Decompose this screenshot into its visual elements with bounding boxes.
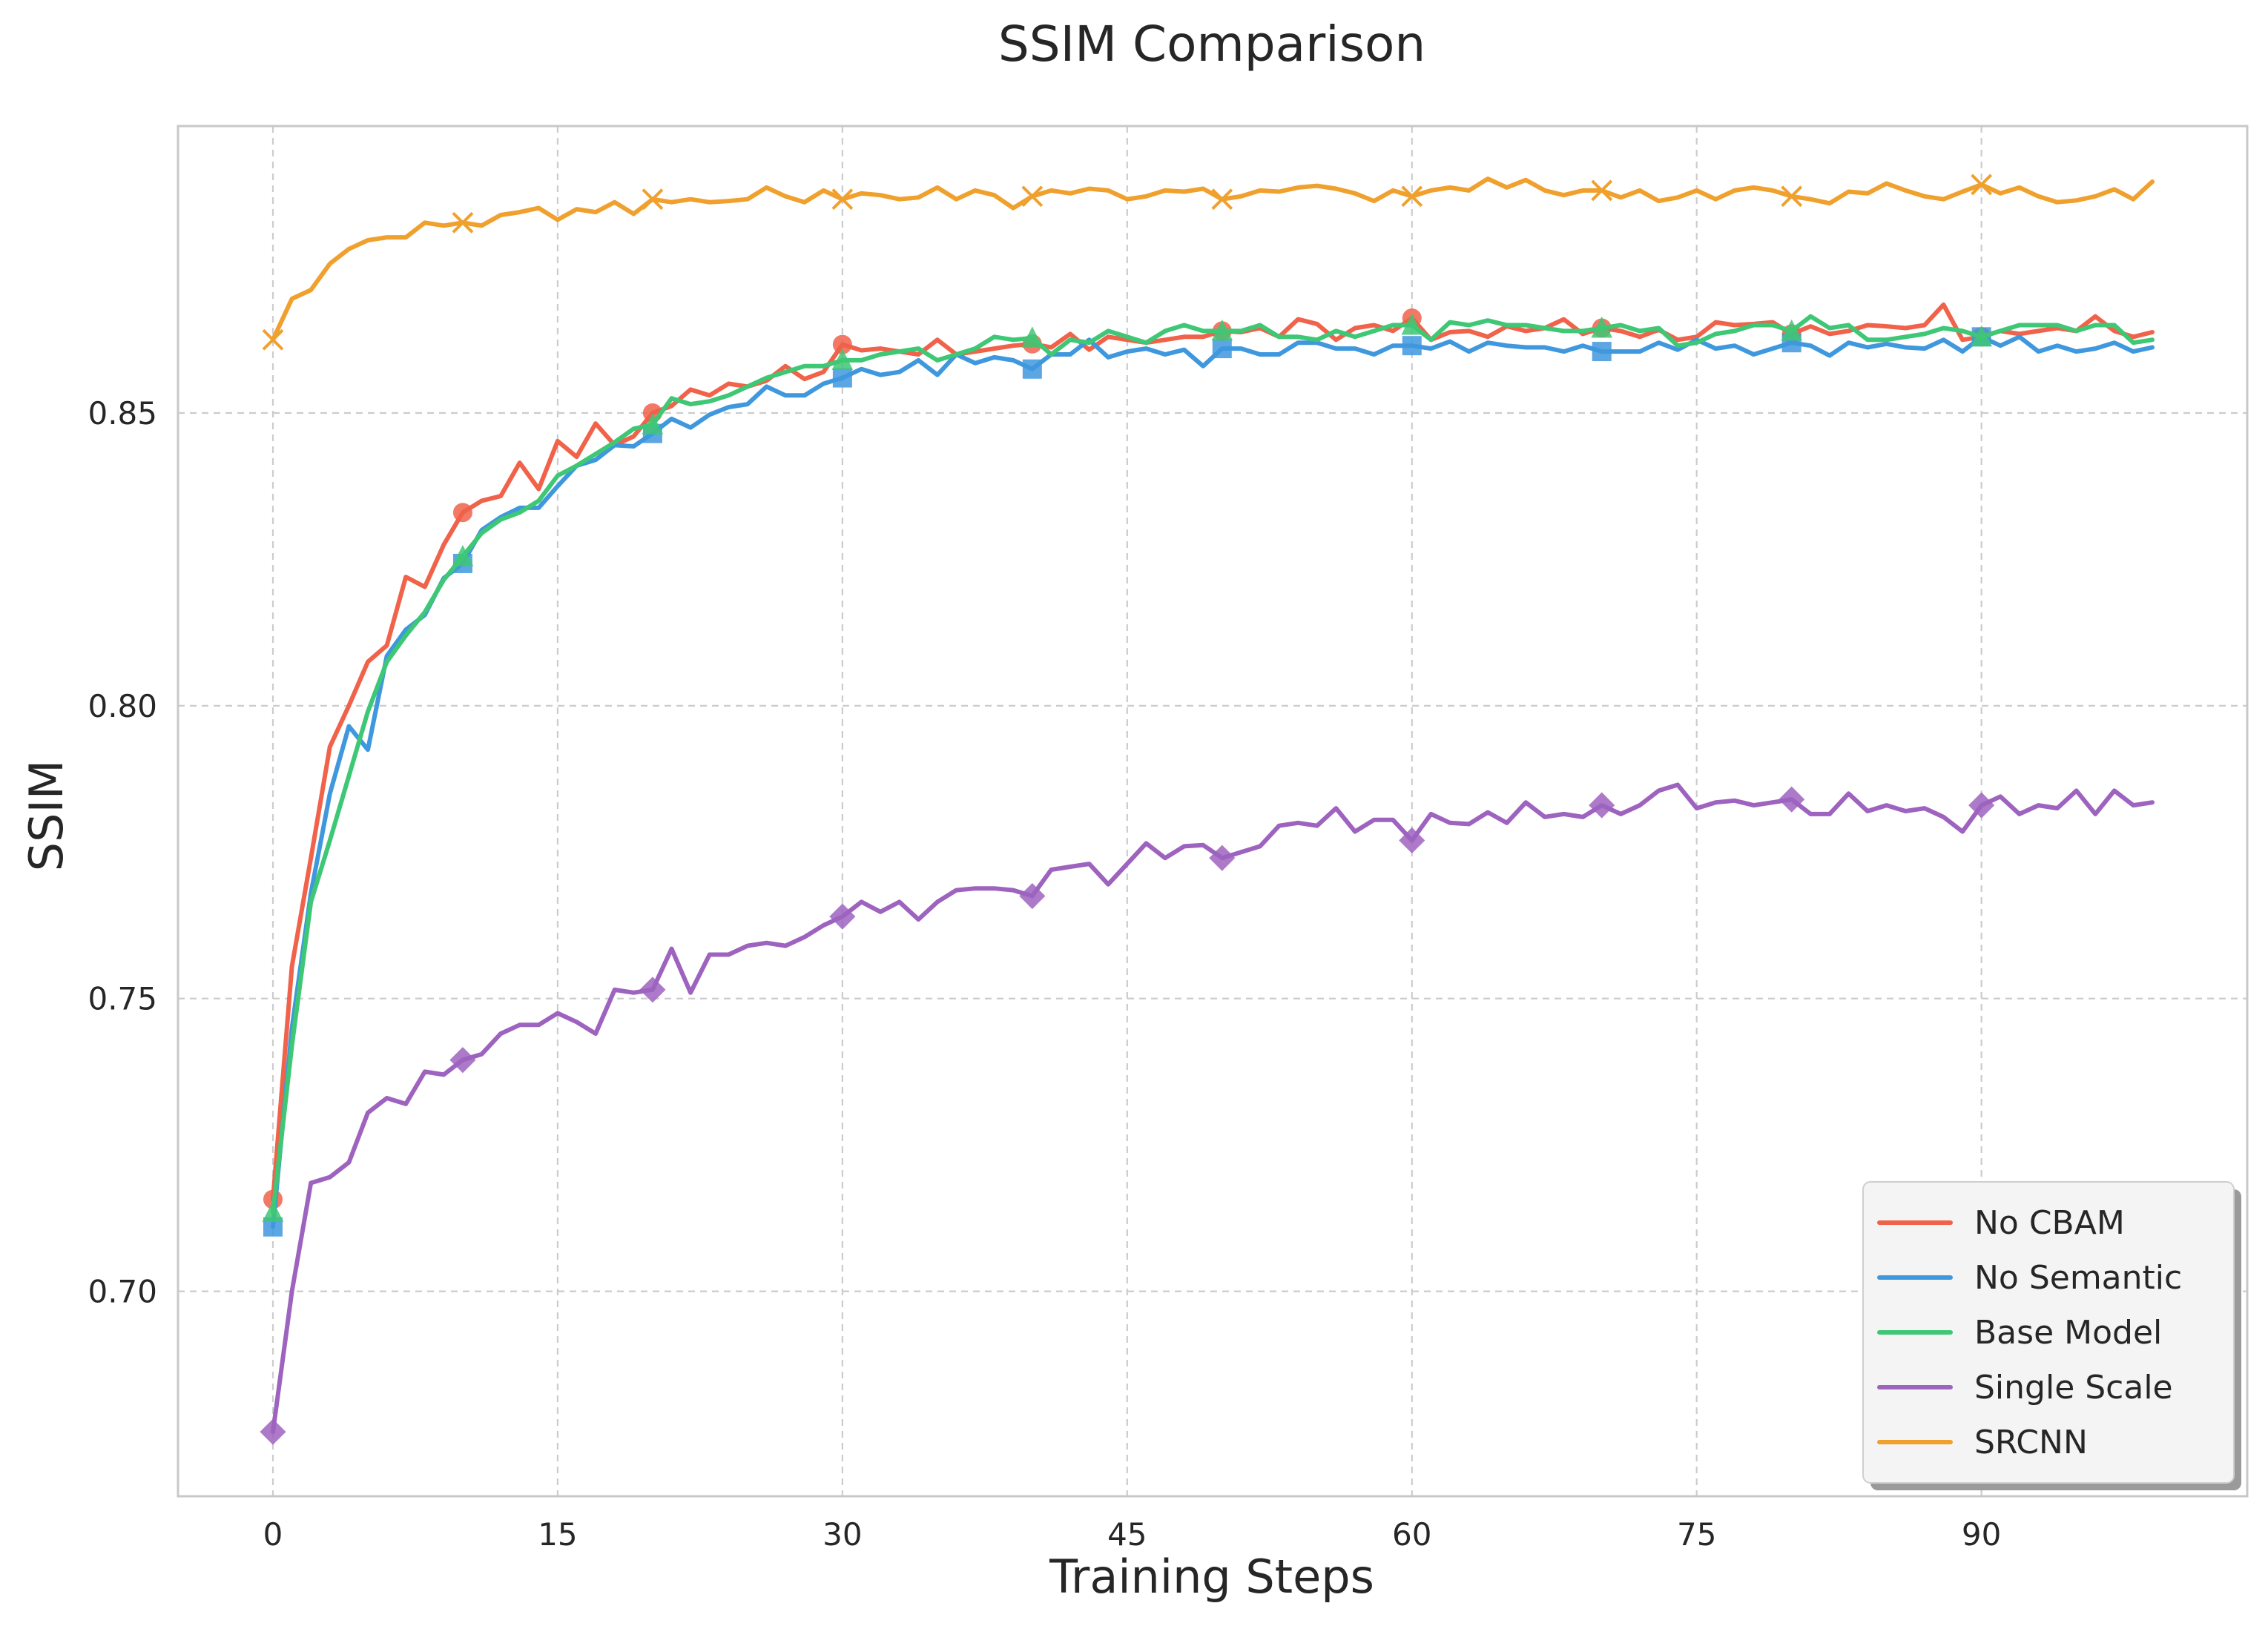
- legend-item: No CBAM: [1877, 1204, 2125, 1242]
- series-marker-x: [1021, 185, 1044, 208]
- series-marker-triangle: [1781, 319, 1802, 341]
- series-marker-triangle: [1211, 319, 1233, 341]
- y-tick-label: 0.85: [88, 395, 157, 432]
- series-marker-x: [1971, 173, 1993, 196]
- series-marker-circle: [832, 334, 852, 354]
- y-tick-label: 0.70: [88, 1274, 157, 1310]
- series-marker-diamond: [1968, 792, 1995, 819]
- series-marker-square: [1402, 336, 1422, 356]
- x-tick-label: 90: [1962, 1516, 2001, 1553]
- series-marker-x: [1401, 185, 1423, 208]
- x-tick-label: 0: [263, 1516, 283, 1553]
- series-marker-triangle: [1021, 326, 1044, 348]
- x-tick-label: 75: [1677, 1516, 1716, 1553]
- series-srcnn: [262, 173, 2155, 351]
- series-marker-diamond: [449, 1047, 476, 1074]
- series-line: [271, 782, 2155, 1435]
- legend-box: [1862, 1181, 2235, 1484]
- series-marker-square: [832, 368, 852, 388]
- x-tick-labels: 0 15 30 45 60 75 90: [263, 1516, 2002, 1553]
- x-tick-label: 30: [823, 1516, 862, 1553]
- series-marker-triangle: [642, 413, 664, 434]
- series-marker-x: [1211, 188, 1233, 211]
- y-axis-label: SSIM: [19, 760, 73, 872]
- legend-label: Single Scale: [1974, 1369, 2173, 1407]
- y-tick-labels: 0.70 0.75 0.80 0.85: [88, 395, 157, 1310]
- series-marker-diamond: [1779, 786, 1805, 813]
- series-marker-x: [262, 328, 284, 351]
- series-marker-circle: [452, 503, 472, 523]
- series-marker-square: [1022, 359, 1042, 379]
- legend-item: SRCNN: [1877, 1424, 2088, 1461]
- series-marker-x: [452, 211, 474, 234]
- series-marker-triangle: [1971, 325, 1992, 347]
- series-marker-triangle: [1401, 313, 1423, 335]
- x-tick-label: 45: [1107, 1516, 1147, 1553]
- series-marker-triangle: [1591, 316, 1613, 338]
- series-marker-x: [1781, 185, 1803, 208]
- series-line: [271, 314, 2155, 1214]
- series-marker-diamond: [1019, 882, 1046, 910]
- series-marker-diamond: [829, 903, 856, 930]
- legend-label: SRCNN: [1974, 1424, 2088, 1461]
- series-marker-diamond: [1589, 792, 1615, 819]
- series-single-scale: [260, 782, 2155, 1445]
- series-base-model: [262, 313, 2155, 1222]
- series-marker-triangle: [831, 348, 854, 370]
- series-marker-x: [642, 188, 664, 211]
- plot-frame: [177, 125, 2249, 1498]
- series-marker-diamond: [1399, 827, 1425, 854]
- series-marker-triangle: [452, 544, 474, 566]
- series-marker-diamond: [639, 976, 666, 1003]
- legend-label: No Semantic: [1974, 1259, 2182, 1297]
- legend-label: Base Model: [1974, 1314, 2162, 1352]
- legend-item: No Semantic: [1877, 1259, 2182, 1297]
- series-line: [271, 302, 2155, 1202]
- x-tick-label: 60: [1392, 1516, 1431, 1553]
- y-tick-label: 0.75: [88, 981, 157, 1017]
- series-marker-x: [831, 188, 854, 211]
- series-marker-x: [1591, 179, 1613, 202]
- x-axis-label: Training Steps: [1049, 1550, 1374, 1604]
- series-group: [260, 173, 2155, 1445]
- legend-item: Base Model: [1877, 1314, 2162, 1352]
- series-line: [271, 176, 2155, 343]
- legend: No CBAM No Semantic Base Model Single Scale…: [1862, 1181, 2241, 1490]
- series-marker-diamond: [1209, 845, 1236, 871]
- series-marker-square: [1592, 342, 1612, 362]
- series-marker-square: [1212, 339, 1232, 359]
- y-tick-label: 0.80: [88, 688, 157, 724]
- x-tick-label: 15: [538, 1516, 577, 1553]
- legend-label: No CBAM: [1974, 1204, 2125, 1242]
- series-marker-diamond: [260, 1418, 286, 1445]
- chart-title: SSIM Comparison: [998, 16, 1425, 73]
- legend-item: Single Scale: [1877, 1369, 2173, 1407]
- series-marker-triangle: [262, 1200, 284, 1222]
